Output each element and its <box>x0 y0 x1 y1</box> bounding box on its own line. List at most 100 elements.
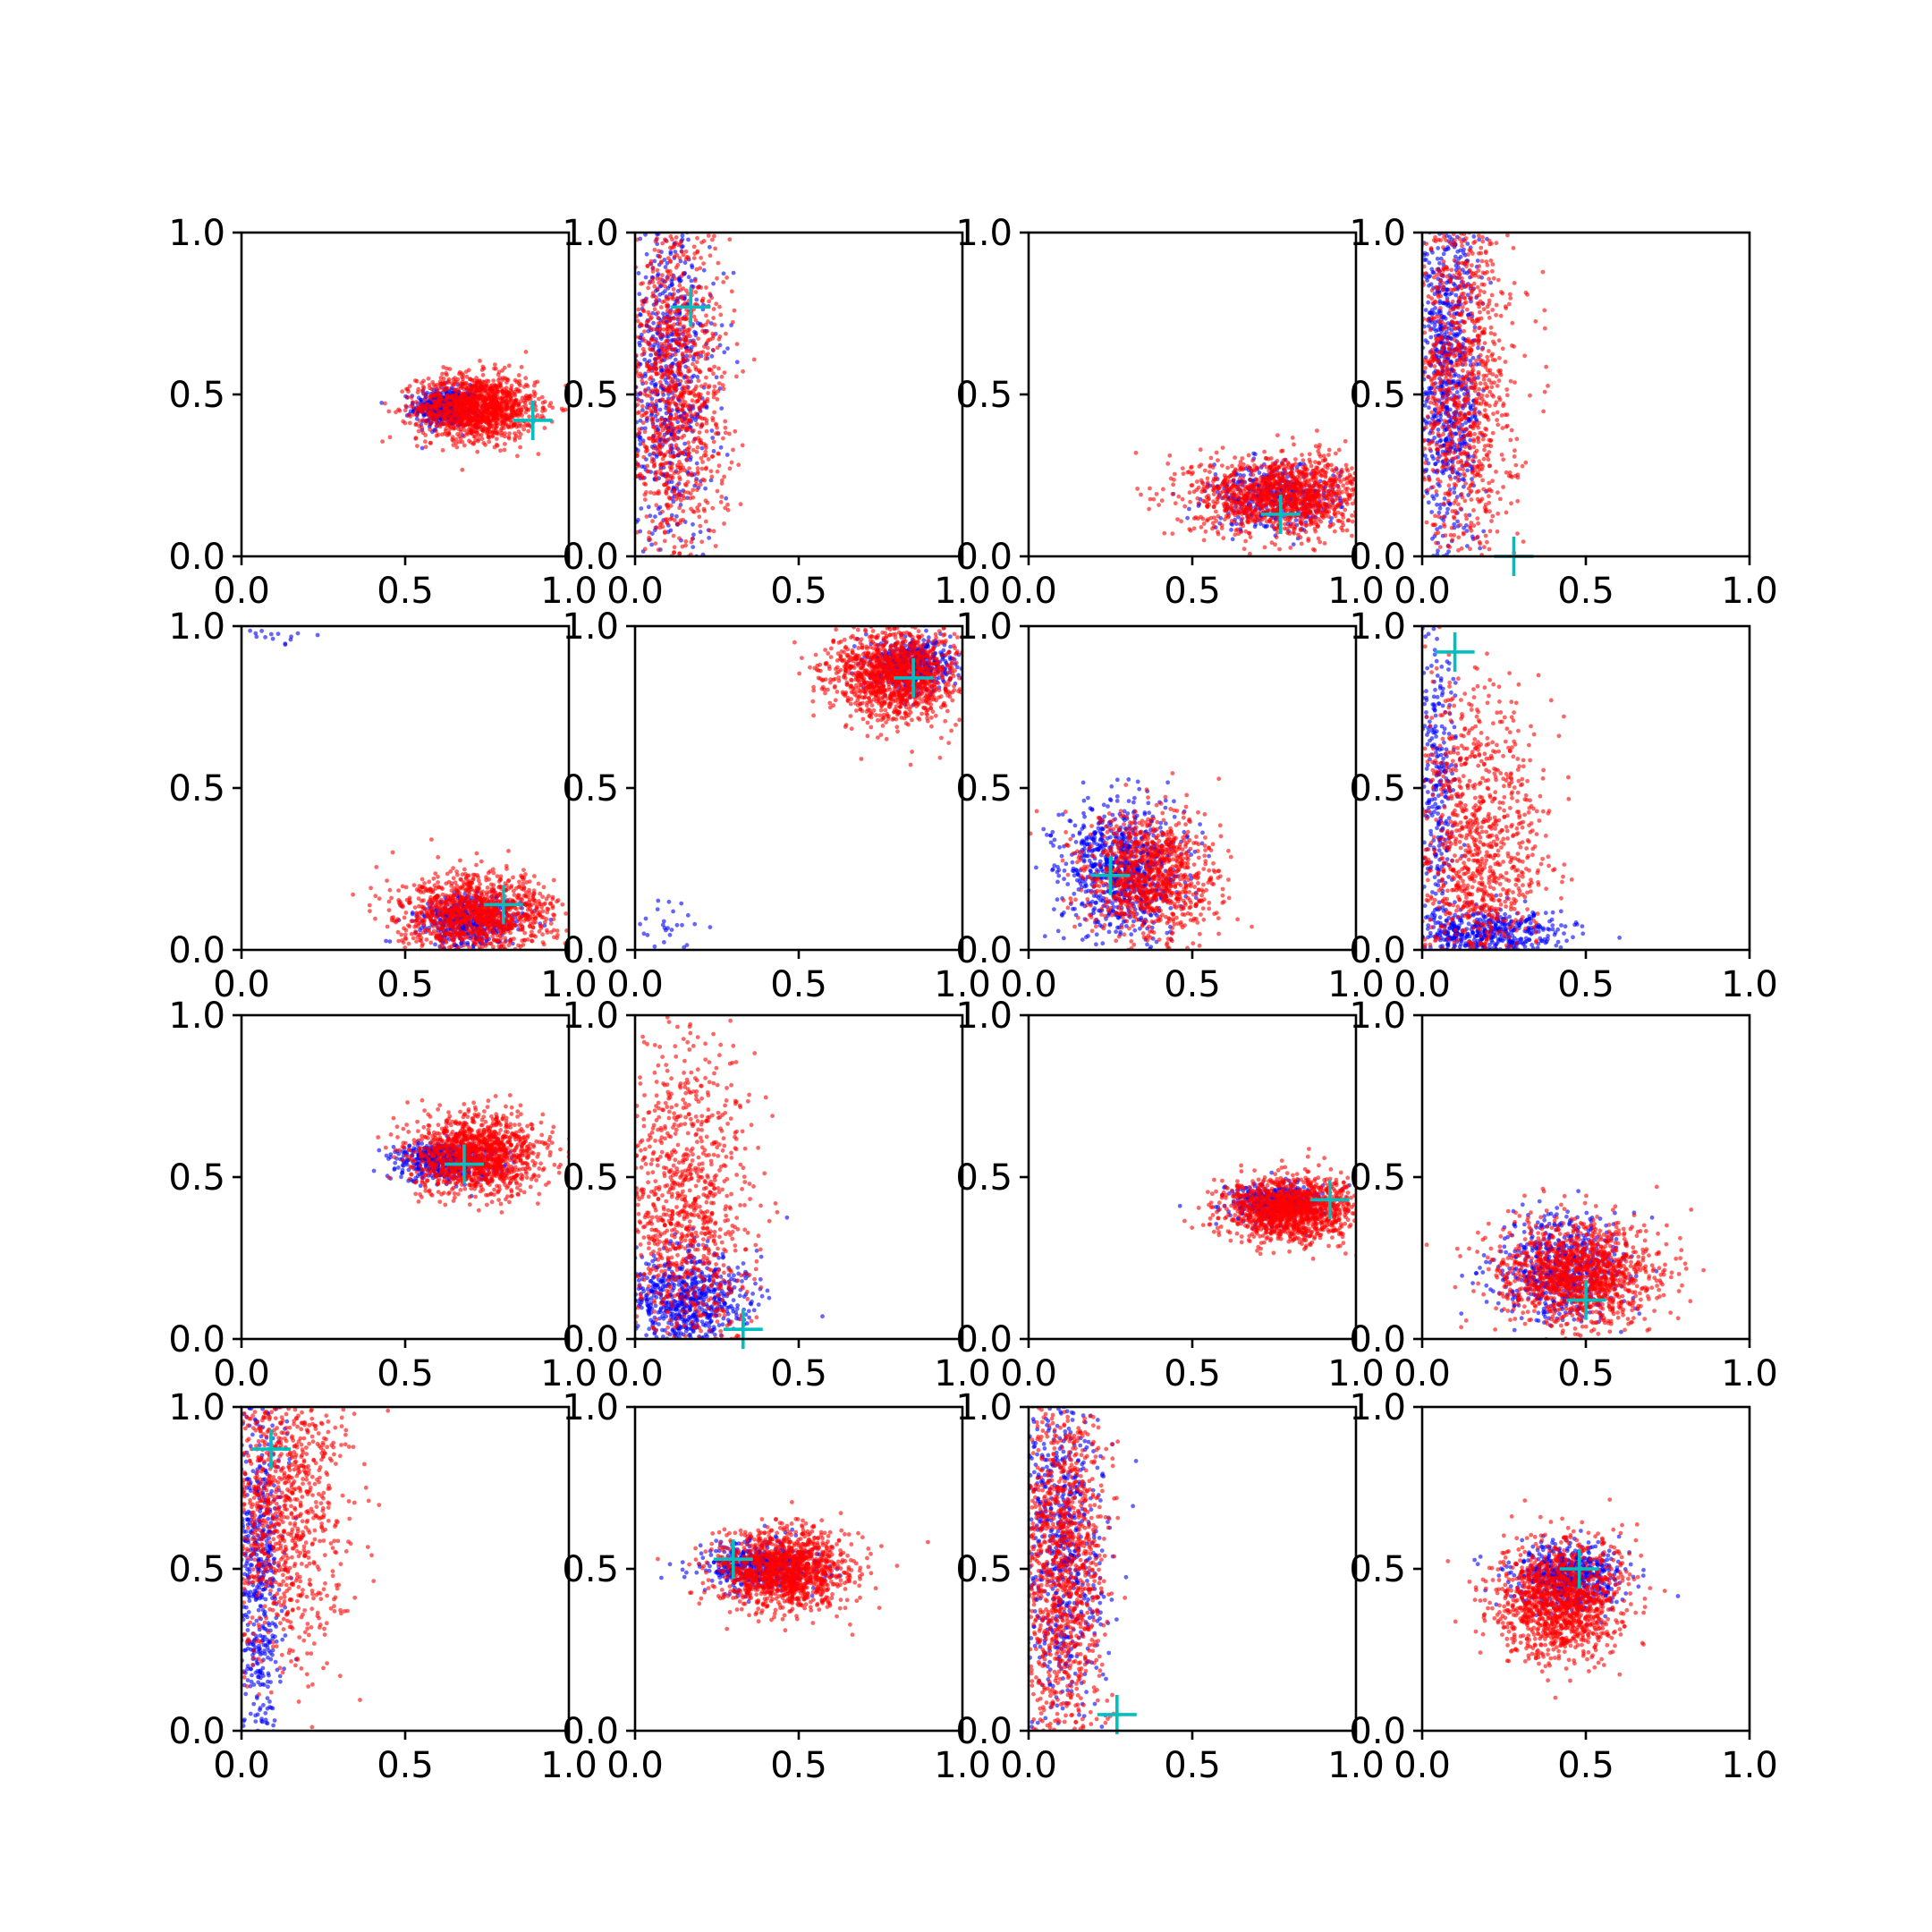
red-point <box>1148 486 1152 491</box>
red-point <box>419 380 424 386</box>
red-point <box>465 410 470 414</box>
red-point <box>481 414 487 419</box>
red-point <box>1364 507 1368 512</box>
red-point <box>1275 433 1280 437</box>
red-point <box>509 407 513 411</box>
red-point <box>687 369 692 373</box>
blue-point <box>623 444 628 448</box>
red-point <box>1364 496 1368 500</box>
red-point <box>1227 479 1233 484</box>
x-tick-label: 0.5 <box>377 571 434 612</box>
blue-point <box>671 499 676 504</box>
red-point <box>699 240 704 245</box>
red-point <box>474 380 479 386</box>
red-point <box>709 454 715 459</box>
red-point <box>623 490 628 495</box>
red-point <box>656 315 661 320</box>
red-point <box>637 221 641 225</box>
red-point <box>1336 487 1342 492</box>
red-point <box>679 249 684 254</box>
red-point <box>1204 495 1209 500</box>
blue-point <box>1230 537 1235 542</box>
red-point <box>667 376 673 381</box>
red-point <box>1191 526 1197 531</box>
red-point <box>460 420 464 426</box>
red-point <box>692 223 697 227</box>
blue-point <box>637 437 642 443</box>
red-point <box>704 428 709 434</box>
red-point <box>665 326 671 331</box>
red-point <box>665 564 669 569</box>
red-point <box>657 380 663 385</box>
red-point <box>1165 462 1171 466</box>
red-point <box>688 353 692 359</box>
red-point <box>416 428 421 434</box>
red-point <box>1238 460 1243 464</box>
blue-point <box>724 453 730 457</box>
red-point <box>625 322 630 326</box>
red-point <box>711 348 716 352</box>
red-point <box>655 236 659 241</box>
red-point <box>1362 510 1367 514</box>
red-point <box>1284 463 1289 469</box>
blue-point <box>699 445 705 451</box>
red-point <box>663 221 667 225</box>
blue-point <box>690 375 694 380</box>
red-point <box>682 221 686 225</box>
red-point <box>658 564 663 569</box>
red-point <box>625 385 630 389</box>
red-point <box>674 221 679 225</box>
blue-point <box>657 292 663 297</box>
red-point <box>677 283 682 288</box>
red-point <box>729 460 734 465</box>
red-point <box>623 422 628 427</box>
blue-point <box>694 297 699 302</box>
red-point <box>657 418 663 422</box>
red-point <box>413 422 419 428</box>
red-point <box>479 368 485 372</box>
red-point <box>477 396 481 401</box>
blue-point <box>643 426 648 431</box>
red-point <box>666 273 671 278</box>
red-point <box>406 389 411 394</box>
red-point <box>443 431 447 436</box>
red-point <box>466 397 470 402</box>
red-point <box>674 564 678 569</box>
red-point <box>550 405 555 411</box>
red-point <box>680 329 685 335</box>
blue-point <box>627 409 631 413</box>
red-point <box>470 407 475 411</box>
red-point <box>460 467 465 472</box>
red-point <box>689 472 694 478</box>
red-point <box>708 253 713 258</box>
red-point <box>471 396 477 402</box>
red-point <box>1248 535 1253 539</box>
red-point <box>662 419 667 423</box>
red-point <box>665 504 670 509</box>
red-point <box>644 410 649 415</box>
red-point <box>1213 501 1218 506</box>
red-point <box>660 509 665 514</box>
red-point <box>664 338 669 343</box>
red-point <box>630 434 634 438</box>
red-point <box>639 391 643 395</box>
red-point <box>518 445 522 450</box>
red-point <box>532 383 537 388</box>
red-point <box>675 300 681 305</box>
red-point <box>440 448 445 453</box>
red-point <box>1322 541 1327 546</box>
blue-point <box>645 402 650 407</box>
red-point <box>683 257 689 262</box>
red-point <box>623 471 628 476</box>
red-point <box>437 424 443 429</box>
red-point <box>386 409 392 414</box>
red-point <box>458 429 463 435</box>
red-point <box>1210 521 1216 526</box>
red-point <box>686 451 691 456</box>
red-point <box>1202 468 1208 473</box>
red-point <box>1313 475 1318 480</box>
blue-point <box>709 353 715 359</box>
red-point <box>428 427 433 432</box>
red-point <box>700 460 705 464</box>
red-point <box>662 482 666 487</box>
